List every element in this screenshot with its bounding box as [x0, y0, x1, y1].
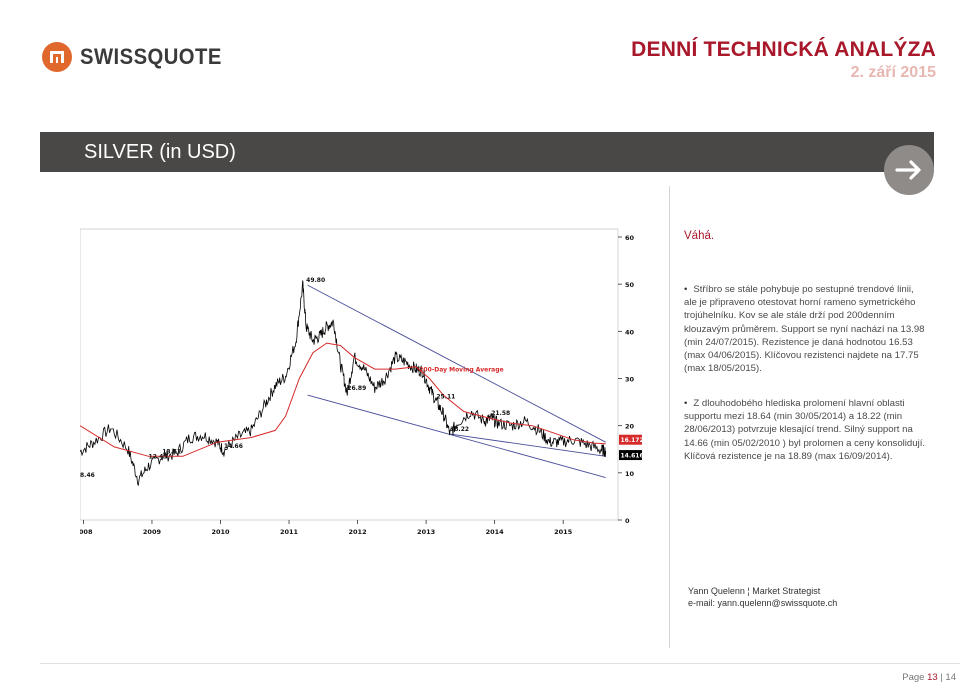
price-annotation: 18.22	[450, 426, 469, 433]
plot-frame	[80, 228, 619, 521]
bullet-icon: •	[684, 284, 688, 295]
moving-average-label: 200-Day Moving Average	[419, 367, 503, 374]
x-tick-label: 2011	[280, 528, 299, 536]
swissquote-logo: SWISSQUOTE	[42, 42, 234, 72]
report-date: 2. září 2015	[850, 64, 936, 81]
trendline	[307, 284, 606, 443]
page-number: Page 13 | 14	[902, 672, 956, 683]
price-annotation: 26.89	[347, 385, 366, 392]
paragraph-text: Z dlouhodobého hlediska prolomení hlavní…	[684, 398, 926, 462]
silver-price-chart: 0 10 20 30 40 50 60 2008 2009 2010 2011 2012 2013 201…	[80, 228, 648, 536]
moving-average-line	[80, 342, 606, 457]
price-annotation: 13.51	[162, 448, 181, 455]
price-annotation: 25.11	[436, 394, 455, 401]
arrow-right-icon[interactable]	[884, 145, 934, 195]
report-title: DENNÍ TECHNICKÁ ANALÝZA	[631, 38, 936, 61]
x-tick-label: 2009	[143, 528, 162, 536]
price-series-line	[80, 280, 607, 486]
section-bar: SILVER (in USD)	[40, 132, 934, 172]
section-title: SILVER (in USD)	[84, 141, 236, 163]
x-tick-label: 2008	[80, 528, 93, 536]
x-tick-label: 2014	[486, 528, 505, 536]
y-tick-label: 0	[625, 517, 630, 525]
x-tick-label: 2015	[554, 528, 573, 536]
logo-text: SWISSQUOTE	[80, 44, 222, 69]
y-tick-label: 20	[625, 423, 635, 431]
y-tick-label: 50	[625, 281, 635, 289]
x-tick-label: 2013	[417, 528, 435, 536]
price-annotation: 14.66	[224, 443, 243, 450]
bullet-icon: •	[684, 398, 688, 409]
price-annotation: 8.46	[80, 472, 95, 479]
price-label-text: 16.1722	[621, 437, 648, 444]
author-block: Yann Quelenn ¦ Market Strategist e-mail:…	[688, 585, 837, 609]
swissquote-logo-icon	[42, 42, 72, 72]
commentary-heading: Váhá.	[684, 230, 715, 242]
footer-divider	[40, 663, 960, 664]
column-divider	[669, 186, 670, 648]
price-label-box	[619, 450, 642, 461]
price-label-box	[619, 434, 642, 445]
trendline	[307, 394, 606, 478]
price-annotation: 12.45	[149, 453, 168, 460]
x-tick-label: 2010	[211, 528, 230, 536]
y-tick-label: 10	[625, 470, 635, 478]
price-annotation: 49.80	[306, 277, 325, 284]
y-tick-label: 60	[625, 234, 635, 242]
price-annotation: 21.58	[491, 410, 510, 417]
y-tick-label: 30	[625, 376, 635, 384]
price-label-text: 14.6160	[621, 453, 648, 460]
trendline	[450, 433, 606, 457]
y-tick-label: 40	[625, 328, 635, 336]
author-name: Yann Quelenn ¦ Market Strategist	[688, 586, 821, 596]
x-tick-label: 2012	[349, 528, 367, 536]
commentary-paragraph-1: • Stříbro se stále pohybuje po sestupné t…	[684, 283, 929, 375]
paragraph-text: Stříbro se stále pohybuje po sestupné tr…	[684, 284, 925, 375]
author-email[interactable]: e-mail: yann.quelenn@swissquote.ch	[688, 598, 838, 608]
commentary-paragraph-2: • Z dlouhodobého hlediska prolomení hlavn…	[684, 397, 929, 463]
